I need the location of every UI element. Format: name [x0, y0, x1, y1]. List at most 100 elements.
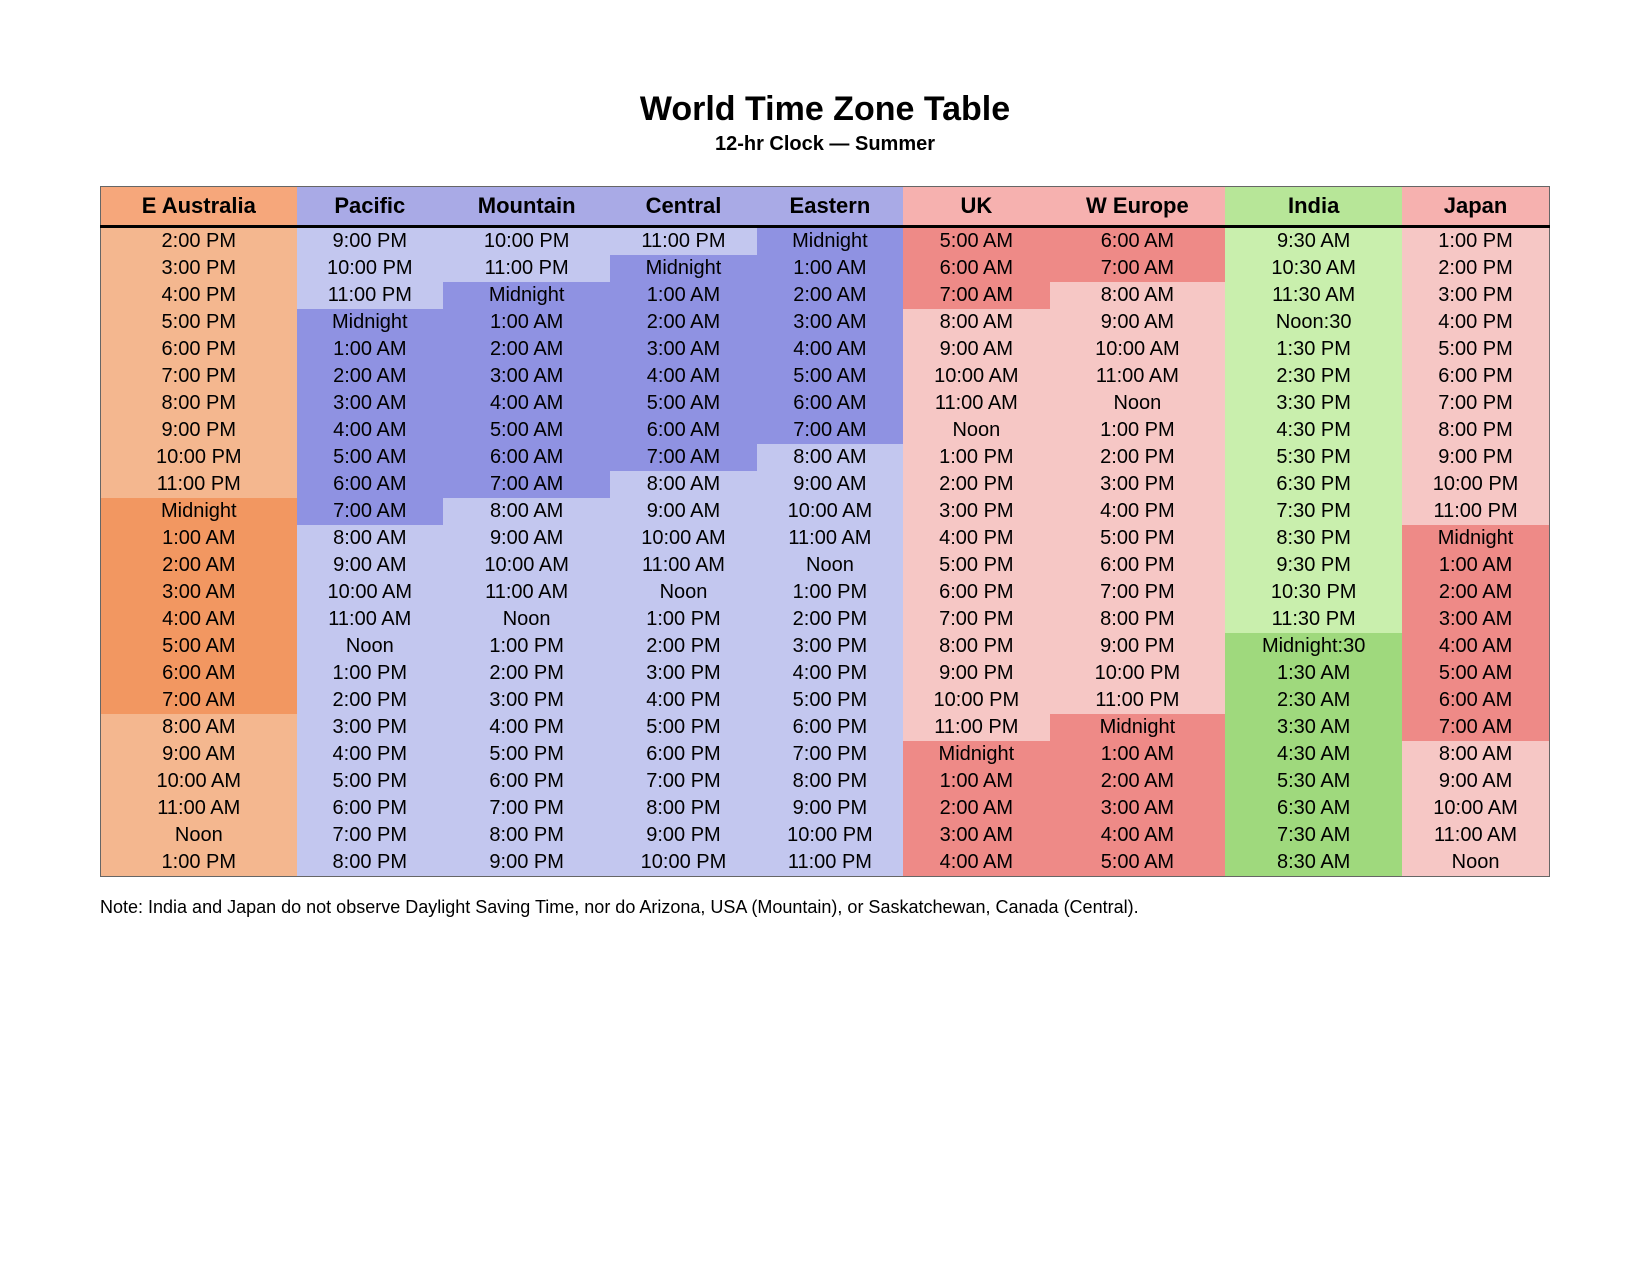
time-cell: 4:00 PM [610, 687, 756, 714]
time-cell: 5:00 AM [1050, 849, 1226, 877]
time-cell: 11:00 AM [443, 579, 610, 606]
time-cell: 3:00 AM [1050, 795, 1226, 822]
table-row: 6:00 PM1:00 AM2:00 AM3:00 AM4:00 AM9:00 … [101, 336, 1550, 363]
column-header: E Australia [101, 187, 297, 227]
time-cell: 3:00 AM [610, 336, 756, 363]
table-row: 1:00 AM8:00 AM9:00 AM10:00 AM11:00 AM4:0… [101, 525, 1550, 552]
time-cell: 9:00 PM [610, 822, 756, 849]
time-cell: Noon [1402, 849, 1549, 877]
time-cell: 9:00 AM [101, 741, 297, 768]
time-cell: 11:00 AM [757, 525, 903, 552]
table-row: 3:00 PM10:00 PM11:00 PMMidnight1:00 AM6:… [101, 255, 1550, 282]
table-row: 5:00 AMNoon1:00 PM2:00 PM3:00 PM8:00 PM9… [101, 633, 1550, 660]
time-cell: 1:00 AM [610, 282, 756, 309]
time-cell: Midnight [757, 227, 903, 256]
time-cell: 9:30 AM [1225, 227, 1402, 256]
time-cell: 11:30 PM [1225, 606, 1402, 633]
time-cell: 6:00 AM [610, 417, 756, 444]
time-cell: 5:00 PM [610, 714, 756, 741]
time-cell: 5:00 PM [1050, 525, 1226, 552]
time-cell: 1:00 PM [297, 660, 443, 687]
table-row: 10:00 AM5:00 PM6:00 PM7:00 PM8:00 PM1:00… [101, 768, 1550, 795]
time-cell: 2:00 PM [101, 227, 297, 256]
table-row: 4:00 PM11:00 PMMidnight1:00 AM2:00 AM7:0… [101, 282, 1550, 309]
time-cell: 2:00 PM [297, 687, 443, 714]
time-cell: 5:00 PM [903, 552, 1049, 579]
time-cell: 11:00 PM [297, 282, 443, 309]
time-cell: 2:30 PM [1225, 363, 1402, 390]
time-cell: 6:30 AM [1225, 795, 1402, 822]
footnote: Note: India and Japan do not observe Day… [100, 897, 1550, 918]
time-cell: 1:00 AM [1402, 552, 1549, 579]
time-cell: 10:00 AM [1402, 795, 1549, 822]
time-cell: 2:00 PM [903, 471, 1049, 498]
time-cell: 8:00 AM [1050, 282, 1226, 309]
time-cell: 5:30 PM [1225, 444, 1402, 471]
time-cell: 7:00 PM [101, 363, 297, 390]
time-cell: 10:00 PM [443, 227, 610, 256]
time-cell: 4:00 PM [1050, 498, 1226, 525]
time-cell: 9:00 AM [610, 498, 756, 525]
time-cell: 10:00 AM [443, 552, 610, 579]
time-cell: 10:00 AM [297, 579, 443, 606]
table-row: 3:00 AM10:00 AM11:00 AMNoon1:00 PM6:00 P… [101, 579, 1550, 606]
time-cell: 7:00 PM [443, 795, 610, 822]
time-cell: 7:00 PM [757, 741, 903, 768]
time-cell: 3:00 AM [903, 822, 1049, 849]
time-cell: 10:00 AM [757, 498, 903, 525]
time-cell: 9:00 AM [443, 525, 610, 552]
time-cell: 6:00 AM [903, 255, 1049, 282]
time-cell: Midnight [297, 309, 443, 336]
time-cell: 6:00 AM [101, 660, 297, 687]
time-cell: 7:00 AM [101, 687, 297, 714]
time-cell: 6:00 PM [1402, 363, 1549, 390]
time-cell: 10:00 AM [1050, 336, 1226, 363]
time-cell: 8:00 AM [610, 471, 756, 498]
time-cell: 11:00 AM [1402, 822, 1549, 849]
time-cell: 9:00 PM [101, 417, 297, 444]
column-header: W Europe [1050, 187, 1226, 227]
time-cell: 10:00 PM [101, 444, 297, 471]
time-cell: 6:00 PM [443, 768, 610, 795]
time-cell: 9:00 PM [1402, 444, 1549, 471]
time-cell: 7:00 PM [903, 606, 1049, 633]
time-cell: 9:00 PM [297, 227, 443, 256]
time-cell: 10:00 PM [757, 822, 903, 849]
time-cell: 2:00 AM [903, 795, 1049, 822]
time-cell: 7:00 PM [297, 822, 443, 849]
time-cell: 1:00 AM [757, 255, 903, 282]
time-cell: 6:00 PM [101, 336, 297, 363]
time-cell: 11:00 PM [610, 227, 756, 256]
time-cell: 7:00 AM [610, 444, 756, 471]
column-header: Mountain [443, 187, 610, 227]
time-cell: 11:00 PM [443, 255, 610, 282]
time-cell: 7:00 AM [443, 471, 610, 498]
table-row: 1:00 PM8:00 PM9:00 PM10:00 PM11:00 PM4:0… [101, 849, 1550, 877]
time-cell: 1:00 AM [903, 768, 1049, 795]
time-cell: 9:00 PM [903, 660, 1049, 687]
time-cell: 5:00 AM [757, 363, 903, 390]
time-cell: 9:00 AM [903, 336, 1049, 363]
time-cell: 1:30 PM [1225, 336, 1402, 363]
time-cell: 8:00 PM [757, 768, 903, 795]
time-cell: 10:00 PM [903, 687, 1049, 714]
time-cell: Noon [903, 417, 1049, 444]
time-cell: 1:00 PM [610, 606, 756, 633]
time-cell: 6:00 PM [297, 795, 443, 822]
time-cell: 3:00 PM [1050, 471, 1226, 498]
time-cell: Noon [757, 552, 903, 579]
time-cell: 3:00 PM [757, 633, 903, 660]
time-cell: 1:00 AM [1050, 741, 1226, 768]
table-row: 6:00 AM1:00 PM2:00 PM3:00 PM4:00 PM9:00 … [101, 660, 1550, 687]
time-cell: 5:00 PM [443, 741, 610, 768]
time-cell: 5:00 AM [443, 417, 610, 444]
time-cell: 5:00 PM [101, 309, 297, 336]
time-cell: 4:30 PM [1225, 417, 1402, 444]
time-cell: 11:00 AM [1050, 363, 1226, 390]
time-cell: 4:00 PM [443, 714, 610, 741]
time-cell: 10:00 PM [610, 849, 756, 877]
table-row: 5:00 PMMidnight1:00 AM2:00 AM3:00 AM8:00… [101, 309, 1550, 336]
time-cell: Midnight:30 [1225, 633, 1402, 660]
time-cell: 2:00 PM [1050, 444, 1226, 471]
time-cell: 3:00 PM [443, 687, 610, 714]
